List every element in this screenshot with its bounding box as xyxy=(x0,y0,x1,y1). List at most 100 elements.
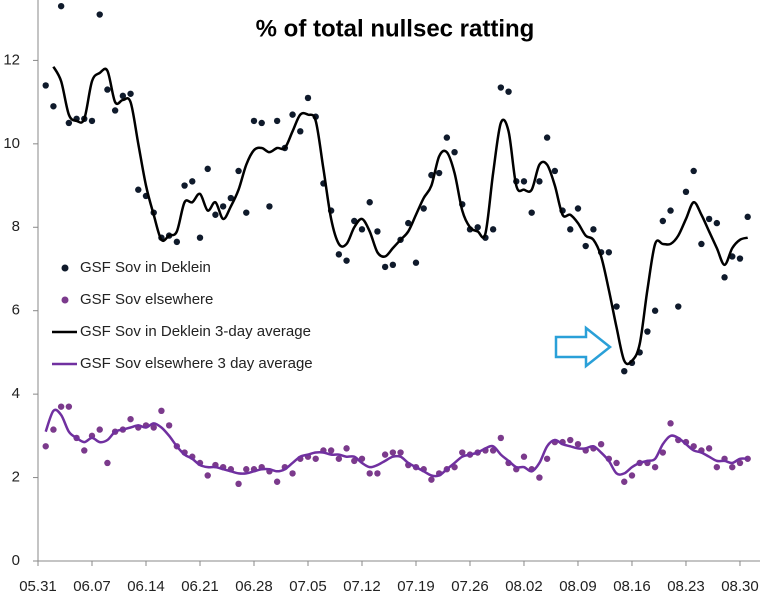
data-point xyxy=(705,215,713,223)
data-point xyxy=(613,459,620,467)
data-point xyxy=(196,234,204,241)
data-point xyxy=(258,119,265,127)
data-point xyxy=(304,94,312,102)
data-point xyxy=(543,134,551,141)
data-point xyxy=(235,480,242,488)
data-point xyxy=(235,167,242,175)
data-point xyxy=(574,205,582,212)
data-point xyxy=(621,367,628,375)
x-tick-label: 05.31 xyxy=(19,578,57,595)
x-tick-label: 07.19 xyxy=(397,578,435,595)
data-point xyxy=(204,165,211,173)
data-point xyxy=(65,403,73,410)
data-point xyxy=(729,463,736,471)
data-point xyxy=(57,2,65,10)
data-point xyxy=(57,403,65,410)
x-tick-label: 06.21 xyxy=(181,578,219,595)
data-point xyxy=(574,440,582,448)
data-point xyxy=(459,449,466,456)
data-point xyxy=(81,447,88,454)
x-tick-label: 08.09 xyxy=(559,578,597,595)
y-tick-label: 4 xyxy=(12,385,20,402)
y-tick-label: 10 xyxy=(3,135,20,152)
data-point xyxy=(289,470,296,477)
data-point xyxy=(389,261,397,269)
data-point xyxy=(212,211,219,218)
x-tick-label: 06.14 xyxy=(127,578,165,595)
data-point xyxy=(659,449,667,456)
data-point xyxy=(374,470,381,477)
y-tick-label: 6 xyxy=(12,302,20,319)
data-point xyxy=(327,447,335,454)
arrow-annotation xyxy=(554,325,613,369)
data-point xyxy=(590,226,597,233)
data-point xyxy=(381,263,389,271)
data-point xyxy=(381,451,389,458)
data-point xyxy=(536,178,543,185)
data-point xyxy=(420,205,427,212)
data-point xyxy=(135,186,142,193)
data-point xyxy=(312,455,319,462)
data-point xyxy=(343,445,350,452)
data-point xyxy=(335,455,343,462)
data-point xyxy=(119,92,127,100)
data-point xyxy=(266,203,273,210)
data-point xyxy=(505,88,512,95)
data-point xyxy=(744,213,751,221)
data-point xyxy=(127,415,134,423)
data-point xyxy=(651,463,659,471)
data-point xyxy=(181,182,188,189)
data-point xyxy=(111,107,119,114)
data-point xyxy=(127,90,134,97)
data-point xyxy=(189,178,196,185)
data-point xyxy=(713,219,721,227)
data-point xyxy=(551,167,559,175)
data-point xyxy=(644,328,651,335)
data-point xyxy=(366,199,373,206)
data-point xyxy=(88,117,96,125)
data-point xyxy=(605,249,613,256)
data-point xyxy=(250,117,258,125)
data-point xyxy=(528,209,535,216)
data-point xyxy=(567,436,574,444)
data-point xyxy=(675,303,682,310)
y-tick-label: 0 xyxy=(12,552,20,569)
data-point xyxy=(158,407,165,415)
y-tick-label: 12 xyxy=(3,51,20,68)
data-point xyxy=(412,259,420,266)
x-tick-label: 08.16 xyxy=(613,578,651,595)
data-point xyxy=(42,82,49,89)
data-point xyxy=(358,226,366,233)
data-point xyxy=(42,443,49,450)
data-point xyxy=(405,219,412,227)
data-point xyxy=(165,422,173,429)
legend-label: GSF Sov in Deklein 3-day average xyxy=(80,323,311,340)
data-point xyxy=(343,257,350,264)
data-point xyxy=(543,455,551,462)
data-point xyxy=(451,148,458,156)
y-tick-label: 2 xyxy=(12,469,20,486)
data-point xyxy=(520,178,528,185)
data-point xyxy=(96,11,103,18)
legend-marker xyxy=(61,296,69,304)
data-point xyxy=(227,194,235,202)
data-point xyxy=(150,424,157,431)
data-point xyxy=(173,238,181,246)
data-point xyxy=(273,117,281,125)
data-point xyxy=(520,453,528,460)
data-point xyxy=(435,169,443,177)
data-point xyxy=(628,472,636,479)
data-point xyxy=(713,463,721,471)
x-tick-label: 07.05 xyxy=(289,578,327,595)
data-point xyxy=(721,274,728,281)
data-point xyxy=(567,226,574,233)
data-point xyxy=(736,459,744,467)
data-point xyxy=(389,449,397,456)
legend-label: GSF Sov elsewhere 3 day average xyxy=(80,355,313,372)
x-tick-label: 06.07 xyxy=(73,578,111,595)
legend-marker xyxy=(61,264,69,272)
data-point xyxy=(243,209,250,216)
data-point xyxy=(50,426,57,433)
data-point xyxy=(104,86,111,93)
